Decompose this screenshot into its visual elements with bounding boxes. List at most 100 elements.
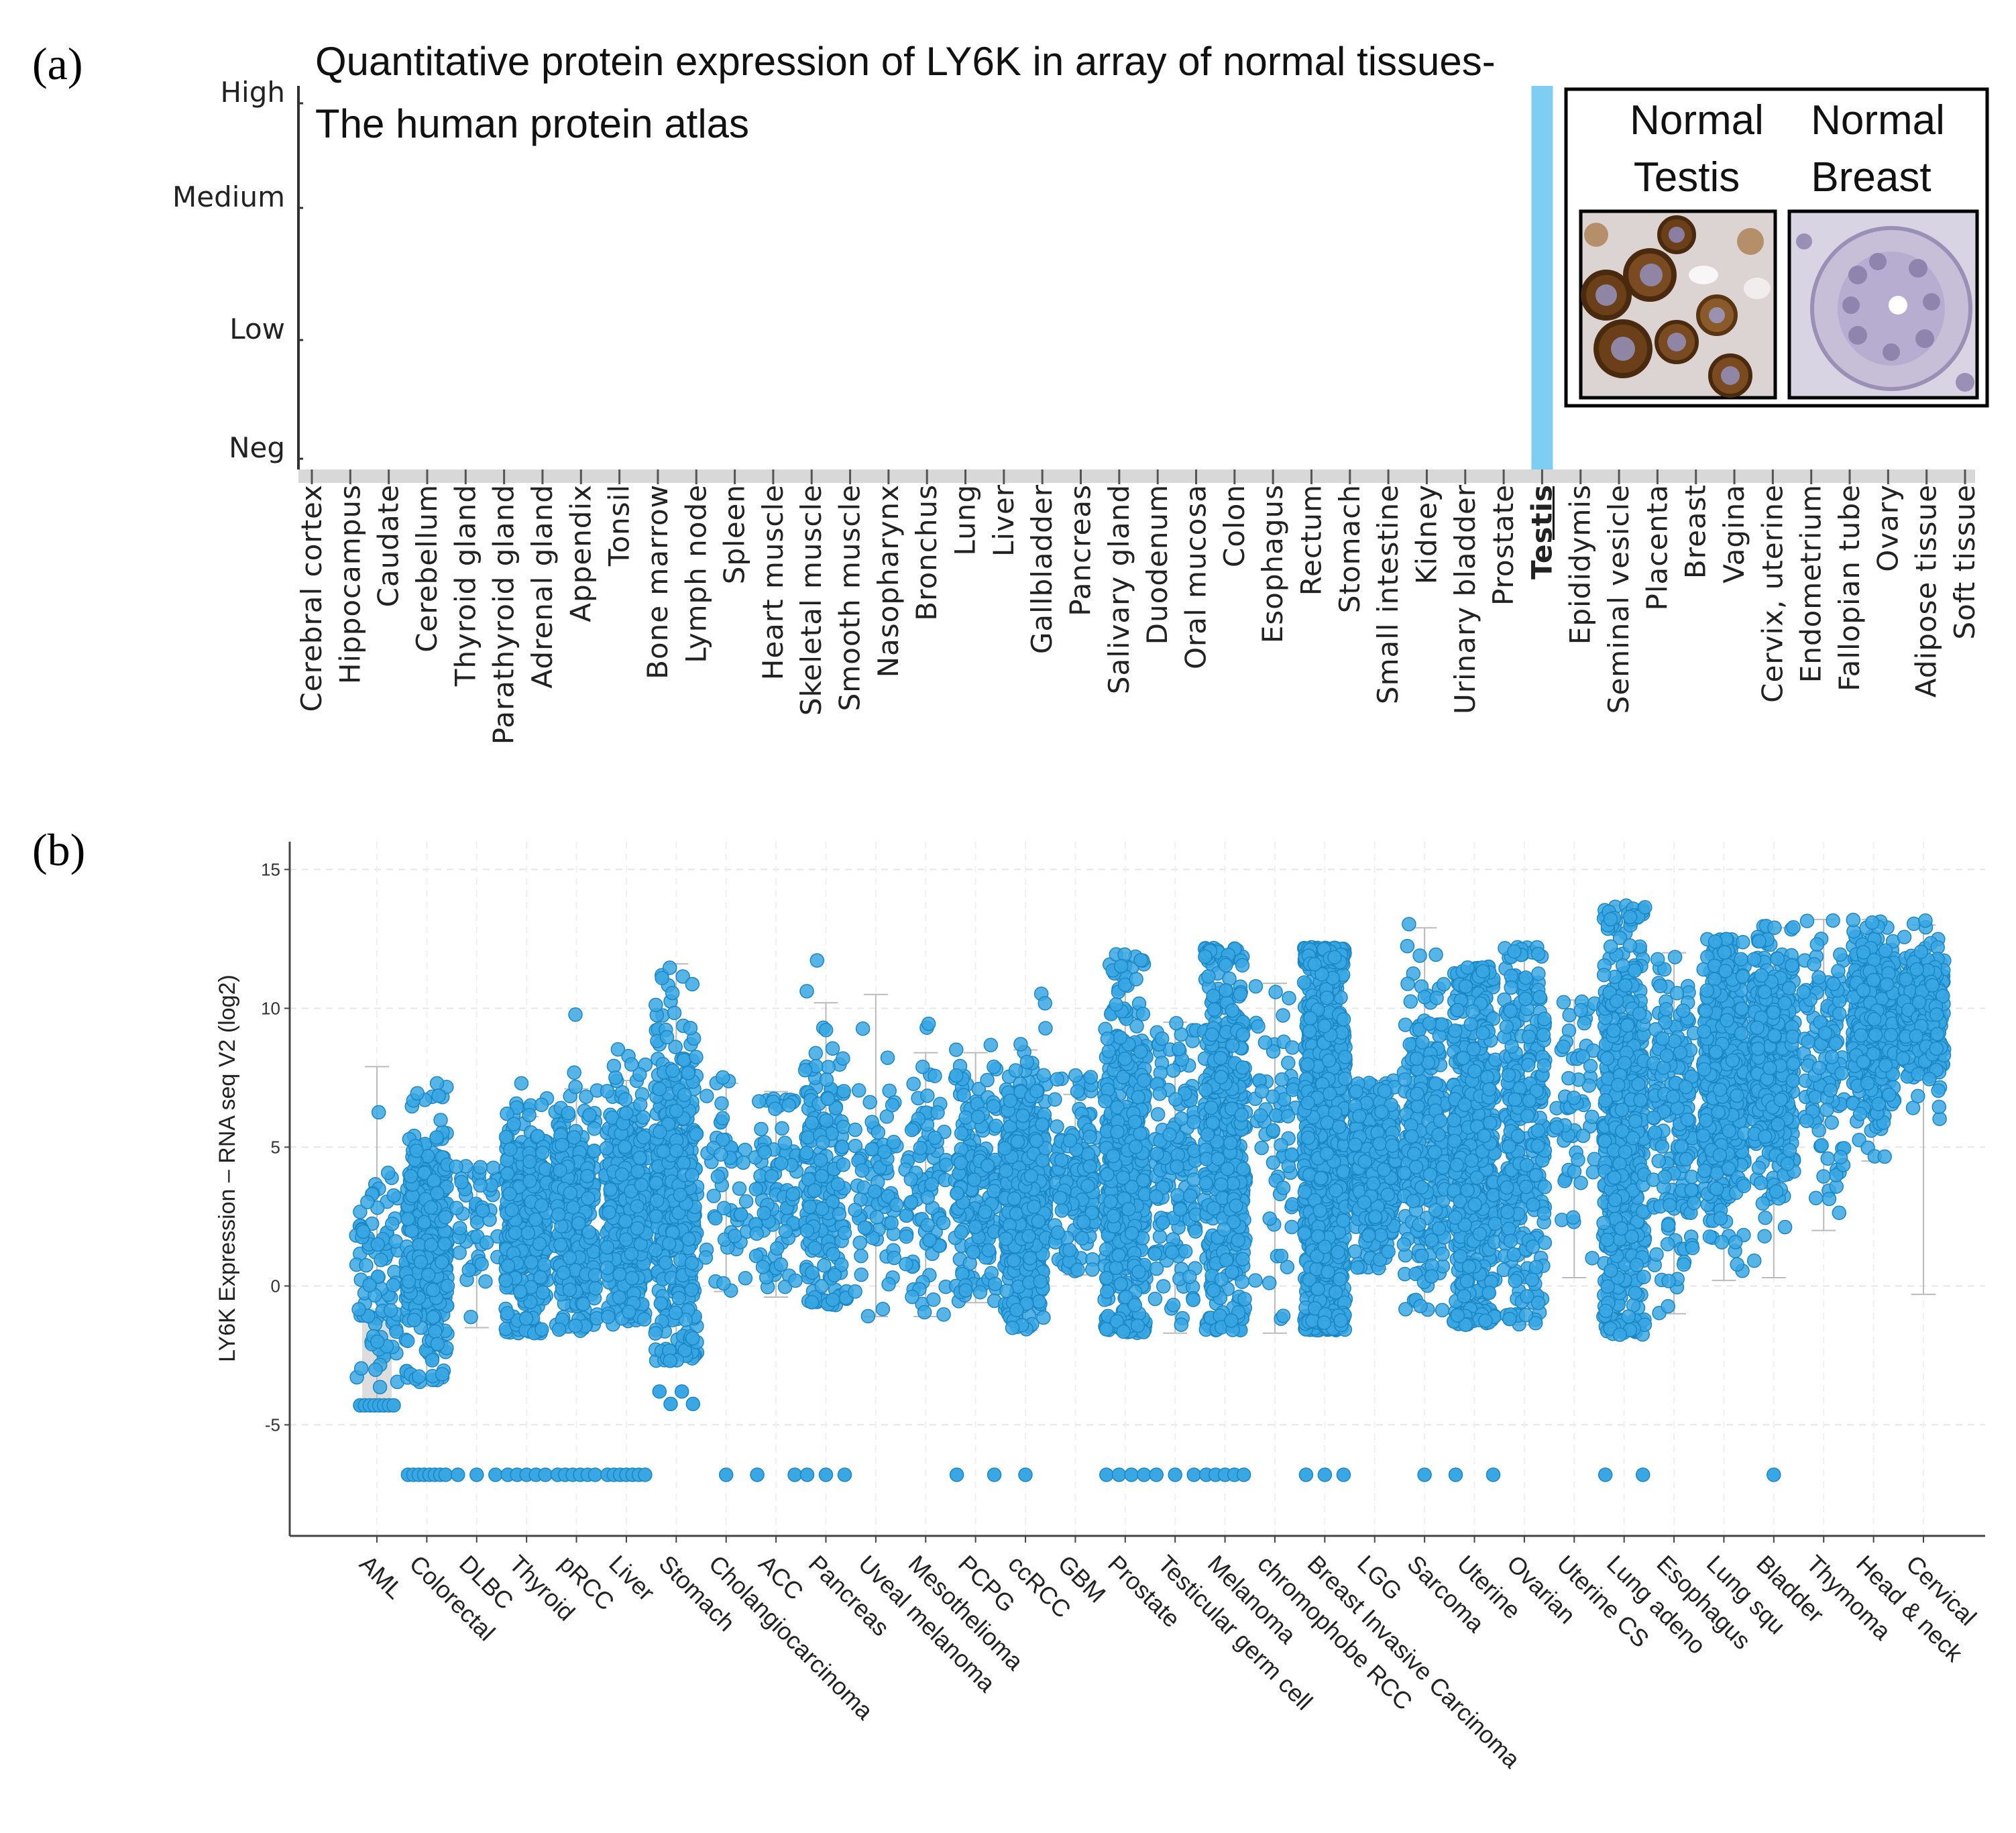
point-acc	[764, 1168, 779, 1184]
point-melanoma	[1235, 958, 1250, 973]
point-chromophobe-rcc	[1285, 1040, 1300, 1055]
point-uveal-melanoma	[855, 1021, 871, 1036]
point-stomach	[665, 1063, 680, 1078]
point-ccrcc	[1022, 1251, 1038, 1266]
point-prostate	[1111, 1247, 1126, 1263]
point-melanoma	[1198, 949, 1213, 964]
inset-testis-line2: Testis	[1634, 154, 1740, 201]
point-gbm	[1070, 1084, 1085, 1099]
floor-point-melanoma	[1236, 1467, 1251, 1482]
point-testicular-germ-cell	[1166, 1298, 1181, 1313]
point-pancreas	[816, 1135, 830, 1150]
x-label-hippocampus: Hippocampus	[333, 484, 366, 684]
point-colorectal	[400, 1211, 415, 1227]
point-colorectal	[435, 1367, 450, 1382]
panel-a-bars	[1531, 86, 1553, 469]
point-pcpg	[987, 1276, 1003, 1292]
panel-b-label: (b)	[32, 824, 85, 875]
point-ccrcc	[1008, 1063, 1023, 1078]
point-melanoma	[1235, 1252, 1250, 1267]
point-colorectal	[438, 1209, 453, 1225]
point-aml	[386, 1278, 401, 1292]
point-prcc	[568, 1319, 583, 1333]
point-ccrcc	[997, 1141, 1012, 1156]
point-prostate	[1124, 1226, 1139, 1241]
point-dlbc	[463, 1309, 478, 1325]
point-ccrcc	[1013, 1037, 1028, 1052]
group-uveal-melanoma	[848, 993, 904, 1324]
point-pcpg	[958, 1110, 973, 1125]
point-prostate	[1100, 1032, 1115, 1046]
point-prcc	[562, 1250, 577, 1266]
point-cholangiocarcinoma	[699, 1089, 714, 1103]
point-pancreas	[817, 1258, 832, 1273]
point-uveal-melanoma	[889, 1197, 904, 1213]
point-liver	[617, 1140, 632, 1154]
x-label-urinary-bladder: Urinary bladder	[1449, 484, 1481, 714]
point-colorectal	[430, 1186, 445, 1201]
point-pancreas	[837, 1225, 852, 1241]
point-prcc	[563, 1186, 578, 1201]
x-label-colon: Colon	[1218, 484, 1251, 567]
point-melanoma	[1201, 969, 1216, 984]
point-melanoma	[1235, 1027, 1251, 1042]
inset-breast-line1: Normal	[1811, 97, 1945, 144]
point-prcc	[588, 1281, 603, 1296]
x-label-heart-muscle: Heart muscle	[757, 484, 789, 680]
point-uveal-melanoma	[851, 1083, 866, 1098]
breast-tissue-image	[1787, 209, 1979, 400]
point-dlbc	[452, 1245, 467, 1260]
floor-point-testicular-germ-cell	[1168, 1467, 1182, 1482]
point-ccrcc	[1021, 1229, 1036, 1244]
point-prcc	[567, 1130, 581, 1145]
point-aml	[368, 1362, 383, 1378]
group-gbm	[1048, 1068, 1103, 1278]
point-liver	[624, 1057, 639, 1072]
point-uveal-melanoma	[848, 1284, 862, 1299]
point-melanoma	[1198, 1082, 1213, 1097]
x-label-salivary-gland: Salivary gland	[1103, 484, 1135, 694]
point-prcc	[587, 1268, 603, 1282]
point-melanoma	[1206, 1201, 1221, 1216]
point-testicular-germ-cell	[1152, 1087, 1167, 1101]
point-ccrcc	[1036, 1310, 1051, 1325]
group-dlbc	[449, 1159, 505, 1482]
point-cholangiocarcinoma	[732, 1181, 747, 1196]
point-pcpg	[986, 1099, 1001, 1114]
point-prcc	[553, 1237, 568, 1252]
point-prcc	[551, 1207, 566, 1222]
floor-point-dlbc	[488, 1467, 503, 1482]
point-pancreas	[836, 1119, 851, 1134]
point-prostate	[1129, 972, 1143, 987]
point-thyroid	[534, 1097, 549, 1113]
x-label-liver: Liver	[987, 484, 1020, 557]
point-chromophobe-rcc	[1266, 1155, 1281, 1170]
floor-point-colorectal	[438, 1467, 453, 1482]
point-uveal-melanoma	[854, 1163, 870, 1178]
point-pancreas	[797, 1062, 813, 1078]
point-ccrcc	[1026, 1199, 1042, 1214]
point-pcpg	[970, 1109, 986, 1125]
point-stomach	[685, 977, 700, 992]
point-uveal-melanoma	[864, 1142, 879, 1157]
floor-point-ccrcc	[1018, 1467, 1033, 1482]
point-stomach	[658, 1256, 673, 1270]
point-pancreas	[827, 1268, 842, 1283]
point-thyroid	[506, 1117, 521, 1131]
point-stomach	[684, 1282, 699, 1297]
point-cholangiocarcinoma	[710, 1169, 726, 1184]
point-colorectal	[421, 1267, 436, 1282]
point-chromophobe-rcc	[1253, 1108, 1268, 1123]
point-liver	[630, 1199, 645, 1214]
point-prostate	[1127, 1115, 1143, 1129]
point-chromophobe-rcc	[1284, 1219, 1299, 1235]
point-stomach	[649, 1193, 665, 1208]
x-label-endometrium: Endometrium	[1795, 484, 1828, 683]
point-thyroid	[498, 1129, 514, 1145]
point-colorectal	[433, 1113, 448, 1127]
point-dlbc	[454, 1174, 469, 1190]
point-uveal-melanoma	[854, 1248, 869, 1264]
point-testicular-germ-cell	[1182, 1188, 1198, 1203]
point-cholangiocarcinoma	[708, 1211, 723, 1226]
point-liver	[600, 1260, 615, 1276]
